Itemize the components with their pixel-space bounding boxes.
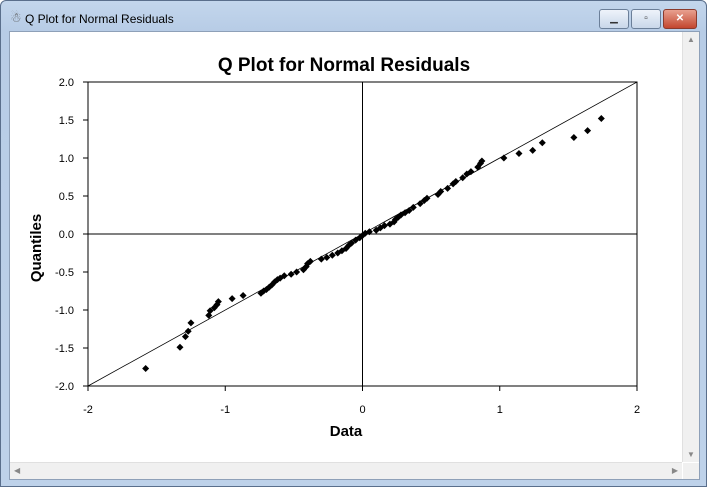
x-tick-label: 1: [497, 404, 503, 416]
data-point: [529, 146, 537, 154]
data-point: [176, 343, 184, 351]
window-title: Q Plot for Normal Residuals: [25, 12, 174, 26]
data-point: [423, 194, 431, 202]
horizontal-scrollbar[interactable]: ◀ ▶: [10, 462, 682, 479]
data-point: [365, 228, 373, 236]
data-point: [187, 319, 195, 327]
data-point: [228, 295, 236, 303]
x-tick-label: 0: [359, 404, 365, 416]
x-tick-label: 2: [634, 404, 640, 416]
y-tick-label: -0.5: [55, 267, 74, 279]
data-point: [317, 255, 325, 263]
data-point: [181, 333, 189, 341]
y-tick-label: 2.0: [59, 77, 74, 89]
y-tick-label: 0.5: [59, 191, 74, 203]
data-point: [452, 178, 460, 186]
data-point: [570, 133, 578, 141]
data-point: [142, 365, 150, 373]
maximize-button[interactable]: ▫: [631, 9, 661, 29]
close-button[interactable]: ✕: [663, 9, 697, 29]
y-tick-label: -1.5: [55, 343, 74, 355]
data-point: [287, 270, 295, 278]
data-point: [280, 272, 288, 280]
scroll-right-icon[interactable]: ▶: [671, 466, 678, 475]
scroll-left-icon[interactable]: ◀: [14, 466, 21, 475]
data-point: [184, 327, 192, 335]
x-tick-label: -2: [83, 404, 93, 416]
title-bar[interactable]: ☃ Q Plot for Normal Residuals ▁ ▫ ✕: [1, 1, 706, 31]
vertical-scrollbar[interactable]: ▲ ▼: [682, 32, 699, 462]
data-point: [478, 157, 486, 165]
app-icon: ☃: [10, 10, 22, 25]
data-point: [416, 200, 424, 208]
x-axis-label: Data: [330, 423, 363, 440]
data-point: [293, 268, 301, 276]
data-point: [437, 187, 445, 195]
data-point: [467, 168, 475, 176]
data-point: [584, 127, 592, 135]
data-point: [328, 251, 336, 259]
scroll-up-icon[interactable]: ▲: [687, 35, 695, 44]
y-tick-label: 0.0: [59, 229, 74, 241]
data-point: [214, 298, 222, 306]
data-point: [515, 149, 523, 157]
y-tick-label: 1.0: [59, 153, 74, 165]
data-point: [239, 292, 247, 300]
data-point: [348, 239, 356, 247]
scroll-corner: [683, 463, 699, 479]
data-point: [405, 206, 413, 214]
data-point: [323, 254, 331, 262]
data-point: [306, 257, 314, 265]
data-point: [206, 307, 214, 315]
data-point: [380, 222, 388, 230]
data-point: [459, 174, 467, 182]
data-point: [597, 114, 605, 122]
y-tick-label: -2.0: [55, 381, 74, 393]
chart-area: ▲ ▼ ◀ ▶: [9, 31, 700, 480]
data-point: [409, 203, 417, 211]
y-tick-label: 1.5: [59, 115, 74, 127]
chart-title: Q Plot for Normal Residuals: [218, 55, 470, 76]
minimize-button[interactable]: ▁: [599, 9, 629, 29]
y-tick-label: -1.0: [55, 305, 74, 317]
data-point: [444, 184, 452, 192]
data-point: [538, 139, 546, 147]
data-point: [500, 154, 508, 162]
x-tick-label: -1: [220, 404, 230, 416]
y-axis-label: Quantiles: [28, 214, 45, 282]
scroll-down-icon[interactable]: ▼: [687, 450, 695, 459]
